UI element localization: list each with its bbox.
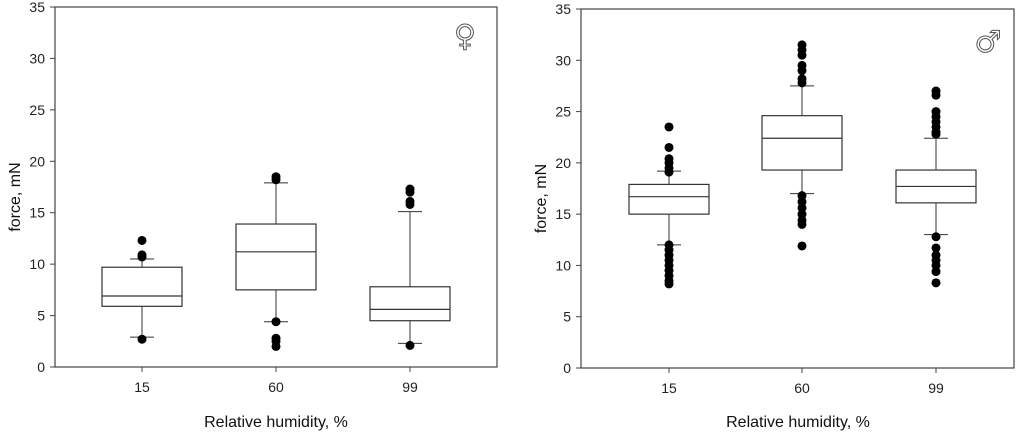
x-tick-label: 99 <box>928 380 944 396</box>
y-tick-label: 35 <box>555 1 571 17</box>
y-tick-label: 15 <box>29 205 45 221</box>
box-iqr <box>761 115 843 171</box>
outlier-point <box>271 317 281 327</box>
x-tick-label: 60 <box>268 379 284 395</box>
x-tick-label: 99 <box>402 379 418 395</box>
y-tick-label: 25 <box>29 102 45 118</box>
outlier-point <box>137 334 147 344</box>
y-axis-label: force, mN <box>7 162 24 231</box>
y-tick-label: 0 <box>563 360 571 376</box>
y-tick-label: 10 <box>555 257 571 273</box>
y-tick-label: 25 <box>555 104 571 120</box>
box-iqr <box>369 286 451 322</box>
outlier-point <box>931 90 941 100</box>
box-15 <box>628 122 710 289</box>
outlier-point <box>405 187 415 197</box>
outlier-point <box>137 235 147 245</box>
outlier-point <box>664 167 674 177</box>
outlier-point <box>931 260 941 270</box>
y-tick-label: 15 <box>555 206 571 222</box>
outlier-point <box>664 142 674 152</box>
outlier-point <box>931 267 941 277</box>
outlier-point <box>931 243 941 253</box>
y-tick-label: 20 <box>29 153 45 169</box>
outlier-point <box>931 129 941 139</box>
x-tick-label: 60 <box>794 380 810 396</box>
outlier-point <box>797 241 807 251</box>
outlier-point <box>405 199 415 209</box>
box-99 <box>369 184 451 350</box>
x-tick-label: 15 <box>134 379 150 395</box>
y-tick-label: 30 <box>555 52 571 68</box>
box-iqr <box>101 266 183 307</box>
x-axis-label: Relative humidity, % <box>204 414 348 431</box>
y-tick-label: 20 <box>555 155 571 171</box>
chart-panel-female: 0 5 10 15 20 25 30 35 15 60 99 Relative humidity, %… <box>7 0 498 431</box>
outlier-point <box>797 197 807 207</box>
outlier-point <box>797 50 807 60</box>
y-tick-label: 5 <box>37 308 45 324</box>
box-60 <box>761 40 843 251</box>
plot-frame <box>580 8 1015 369</box>
y-tick-label: 10 <box>29 256 45 272</box>
y-tick-label: 5 <box>563 309 571 325</box>
outlier-point <box>271 341 281 351</box>
outlier-point <box>271 175 281 185</box>
outlier-point <box>664 279 674 289</box>
y-axis-label: force, mN <box>533 164 550 233</box>
male-symbol-icon: ♂ <box>975 25 1002 60</box>
outlier-point <box>664 122 674 132</box>
outlier-point <box>931 278 941 288</box>
outlier-point <box>797 203 807 213</box>
outlier-point <box>797 78 807 88</box>
x-axis-label: Relative humidity, % <box>726 414 870 431</box>
y-tick-label: 35 <box>29 0 45 15</box>
outlier-point <box>797 219 807 229</box>
outlier-point <box>931 232 941 242</box>
box-99 <box>895 86 977 288</box>
outlier-point <box>137 252 147 262</box>
chart-panel-male: 0 5 10 15 20 25 30 35 15 60 99 Relative humidity, %… <box>533 1 1015 431</box>
y-tick-label: 0 <box>37 359 45 375</box>
outlier-point <box>797 209 807 219</box>
box-60 <box>235 172 317 351</box>
outlier-point <box>405 340 415 350</box>
box-15 <box>101 235 183 344</box>
box-iqr <box>235 223 317 291</box>
box-iqr <box>628 183 710 215</box>
outlier-point <box>797 66 807 76</box>
outlier-point <box>797 191 807 201</box>
female-symbol-icon: ♀ <box>454 19 476 54</box>
y-tick-label: 30 <box>29 50 45 66</box>
x-tick-label: 15 <box>661 380 677 396</box>
